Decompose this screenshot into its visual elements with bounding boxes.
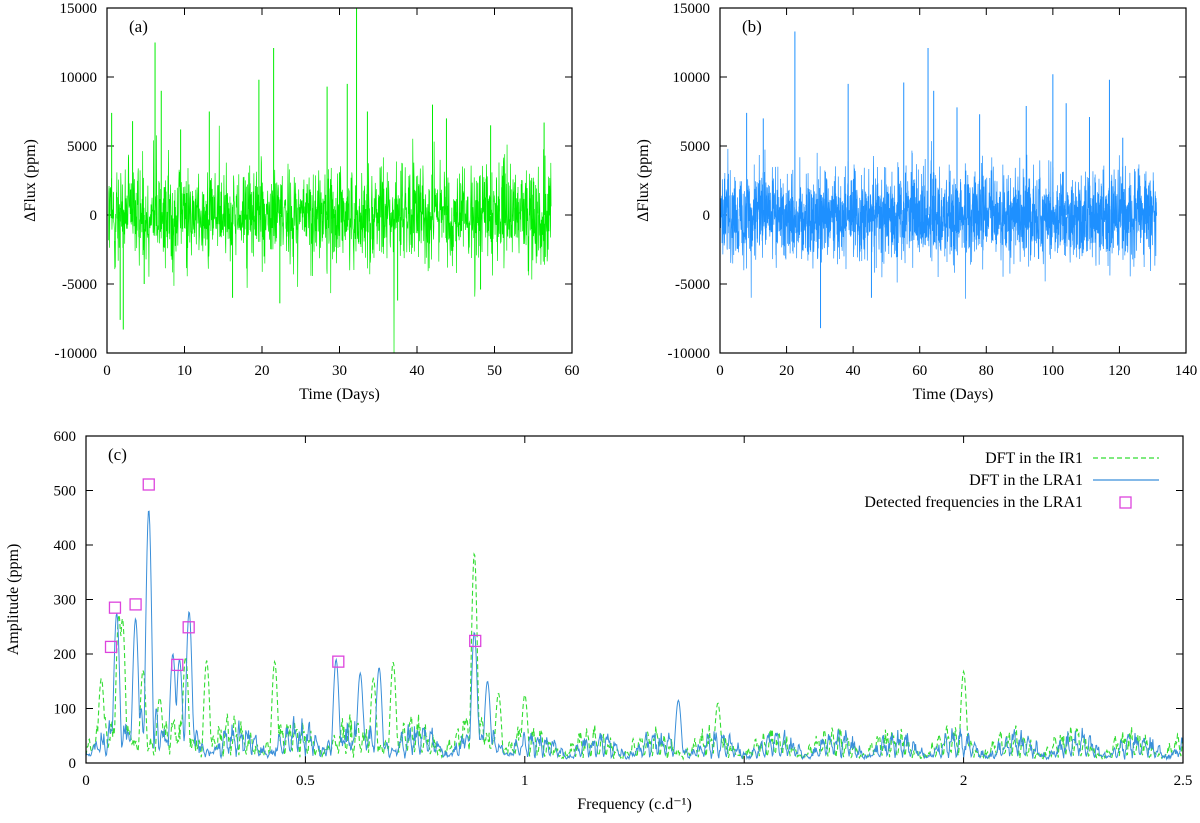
legend-label: DFT in the LRA1: [969, 472, 1083, 489]
light-curve-line: [108, 125, 552, 354]
x-tick-label: 10: [177, 363, 192, 379]
plot-frame: [719, 7, 1187, 354]
x-axis-label: Time (Days): [299, 386, 380, 403]
y-tick-label: 0: [69, 756, 77, 772]
detected-frequency-marker: [171, 658, 184, 672]
panel-label: (b): [742, 17, 762, 36]
y-tick-label: 10000: [673, 70, 711, 86]
panel-label: (c): [108, 445, 127, 464]
x-axis-label: Time (Days): [913, 386, 994, 403]
x-tick-label: 0: [716, 363, 724, 379]
y-tick-label: -5000: [675, 277, 710, 293]
x-tick-label: 2: [960, 773, 968, 789]
legend-label: DFT in the IR1: [985, 450, 1083, 467]
y-tick-label: 100: [54, 702, 77, 718]
y-tick-label: 0: [90, 208, 98, 224]
y-tick-label: 15000: [60, 1, 98, 17]
y-tick-label: 5000: [680, 139, 710, 155]
light-curve-line: [720, 141, 1158, 299]
x-tick-label: 2.5: [1174, 773, 1193, 789]
x-tick-label: 40: [846, 363, 861, 379]
y-tick-label: 400: [54, 538, 77, 554]
panel-c-amplitude-spectrum: 0 0.5 1 1.5 2 2.5 0 100 200 300 400 500 600 Frequency…: [5, 429, 1192, 813]
y-tick-label: 500: [54, 484, 77, 500]
y-tick-label: 0: [703, 208, 711, 224]
x-tick-label: 60: [912, 363, 927, 379]
legend-label: Detected frequencies in the LRA1: [864, 494, 1083, 511]
legend-marker-square: [1119, 496, 1132, 509]
detected-frequency-marker: [182, 621, 195, 634]
y-tick-label: 10000: [60, 70, 98, 86]
detected-frequency-marker: [332, 655, 345, 668]
x-tick-label: 0: [103, 363, 111, 379]
x-tick-label: 60: [565, 363, 580, 379]
x-tick-label: 40: [410, 363, 425, 379]
detected-frequency-marker: [129, 598, 142, 611]
y-axis-label: ΔFlux (ppm): [22, 139, 39, 222]
y-axis-label: Amplitude (ppm): [5, 544, 22, 656]
x-tick-label: 1: [521, 773, 529, 789]
y-axis-label: ΔFlux (ppm): [635, 139, 652, 222]
panel-label: (a): [129, 17, 148, 36]
y-tick-label: 200: [54, 647, 77, 663]
detected-frequency-marker: [469, 634, 482, 648]
x-tick-label: 0.5: [296, 773, 315, 789]
x-tick-label: 50: [487, 363, 502, 379]
detected-frequency-marker: [142, 478, 155, 491]
plot-frame: [106, 7, 573, 354]
y-tick-label: -10000: [668, 346, 711, 362]
y-tick-label: 5000: [67, 139, 97, 155]
y-tick-label: -5000: [62, 277, 97, 293]
x-axis-label: Frequency (c.d⁻¹): [577, 796, 692, 813]
x-tick-label: 140: [1175, 363, 1198, 379]
x-tick-label: 0: [82, 773, 90, 789]
dft-ir1-line: [85, 552, 1184, 761]
y-tick-label: -10000: [55, 346, 98, 362]
x-tick-label: 1.5: [735, 773, 754, 789]
dft-lra1-line: [85, 510, 1184, 761]
y-tick-label: 600: [54, 429, 77, 445]
y-tick-label: 15000: [673, 1, 711, 17]
x-tick-label: 20: [255, 363, 270, 379]
x-tick-label: 100: [1042, 363, 1065, 379]
detected-frequency-marker: [108, 601, 122, 614]
x-tick-label: 30: [332, 363, 347, 379]
x-tick-label: 20: [779, 363, 794, 379]
y-tick-label: 300: [54, 593, 77, 609]
panel-b-time-series: 0 20 40 60 80 100 120 140 -10000 -5000 0 5000 10000 1…: [635, 1, 1197, 403]
panel-a-time-series: 0 10 20 30 40 50 60 -10000 -5000 0 5000 10000 15000 T…: [22, 1, 580, 403]
x-tick-label: 80: [979, 363, 994, 379]
x-tick-label: 120: [1108, 363, 1131, 379]
plot-frame: [85, 435, 1184, 764]
detected-frequency-marker: [104, 640, 118, 654]
